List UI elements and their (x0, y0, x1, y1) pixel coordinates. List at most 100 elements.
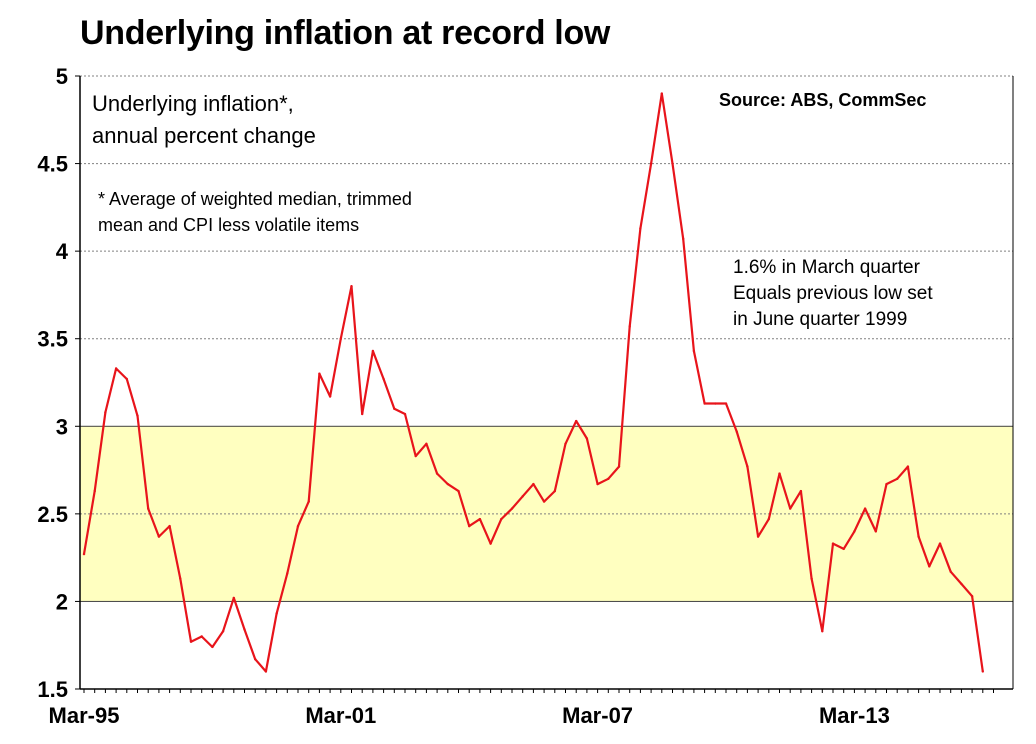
data-point (286, 572, 289, 575)
data-point (735, 430, 738, 433)
x-tick-label: Mar-07 (562, 703, 633, 728)
data-point (296, 524, 300, 528)
data-point (874, 530, 877, 533)
annotation-line: in June quarter 1999 (733, 309, 908, 330)
data-point (863, 507, 867, 510)
data-point (147, 507, 150, 510)
data-point (682, 237, 685, 241)
data-point (136, 414, 139, 417)
data-point (93, 489, 96, 493)
data-point (350, 284, 353, 288)
data-point (628, 325, 631, 328)
data-point (435, 472, 439, 475)
annotation-line: 1.6% in March quarter (733, 257, 920, 278)
data-point (200, 635, 203, 638)
data-point (842, 547, 845, 551)
y-tick-label: 4.5 (37, 152, 68, 177)
data-point (243, 628, 246, 631)
data-point (489, 542, 492, 545)
data-point (756, 535, 760, 538)
record-low-annotation: 1.6% in March quarter Equals previous lo… (733, 255, 1013, 333)
data-point (382, 377, 385, 381)
data-point (221, 630, 225, 633)
chart-title: Underlying inflation at record low (80, 14, 611, 52)
data-point (617, 465, 621, 468)
y-tick-label: 2.5 (37, 502, 68, 527)
data-point (639, 227, 642, 230)
data-point (393, 407, 396, 410)
data-point (949, 570, 952, 573)
data-point (853, 530, 856, 533)
data-point (810, 577, 813, 580)
data-point (778, 472, 781, 475)
data-point (885, 482, 888, 486)
data-point (425, 442, 428, 445)
data-point (157, 535, 161, 538)
annotation-line: Equals previous low set (733, 283, 933, 304)
data-point (896, 477, 899, 481)
data-point (521, 495, 524, 498)
data-point (938, 542, 942, 545)
data-point (564, 442, 567, 445)
data-point (692, 349, 696, 353)
data-point (649, 162, 653, 165)
footnote-line: * Average of weighted median, trimmed (98, 189, 412, 209)
data-point (671, 162, 674, 165)
data-point (821, 630, 824, 633)
data-point (575, 419, 578, 423)
data-point (168, 524, 171, 528)
y-tick-label: 3.5 (37, 327, 68, 352)
data-point (457, 489, 460, 493)
data-point (510, 507, 514, 510)
data-point (179, 577, 182, 580)
data-point (607, 477, 610, 481)
data-point (831, 542, 835, 545)
data-point (532, 482, 535, 486)
data-point (403, 412, 407, 416)
data-point (275, 612, 278, 615)
data-point (82, 552, 86, 556)
data-point (361, 412, 364, 416)
y-tick-label: 1.5 (37, 677, 68, 702)
data-point (468, 524, 471, 528)
x-tick-label: Mar-13 (819, 703, 890, 728)
data-point (232, 596, 235, 600)
data-point (928, 565, 931, 568)
data-point (799, 489, 803, 493)
subtitle-line: annual percent change (92, 123, 316, 148)
y-tick-label: 3 (56, 414, 68, 439)
footnote-line: mean and CPI less volatile items (98, 215, 360, 235)
data-point (339, 337, 342, 340)
data-point (596, 482, 599, 486)
data-point (660, 92, 663, 95)
source-label: Source: ABS, CommSec (719, 90, 927, 110)
data-point (104, 411, 107, 414)
data-point (500, 517, 503, 521)
subtitle-line: Underlying inflation*, (92, 91, 294, 116)
data-point (917, 535, 920, 538)
data-point (307, 500, 310, 503)
data-point (906, 465, 910, 468)
data-point (714, 402, 717, 405)
data-point (970, 594, 974, 598)
data-point (125, 377, 128, 381)
data-point (746, 465, 749, 468)
chart-footnote: * Average of weighted median, trimmed me… (98, 186, 538, 238)
data-point (960, 582, 963, 586)
data-point (114, 367, 118, 370)
data-point (371, 349, 375, 353)
x-tick-label: Mar-95 (49, 703, 120, 728)
data-point (211, 645, 214, 649)
y-tick-label: 2 (56, 589, 68, 614)
chart-subtitle: Underlying inflation*, annual percent ch… (92, 88, 392, 152)
data-point (542, 500, 546, 503)
y-tick-label: 4 (56, 239, 69, 264)
data-point (724, 402, 728, 405)
data-point (789, 507, 792, 510)
y-tick-label: 5 (56, 64, 68, 89)
data-point (478, 517, 482, 521)
data-point (446, 482, 449, 486)
data-point (767, 517, 770, 521)
data-point (254, 658, 257, 661)
